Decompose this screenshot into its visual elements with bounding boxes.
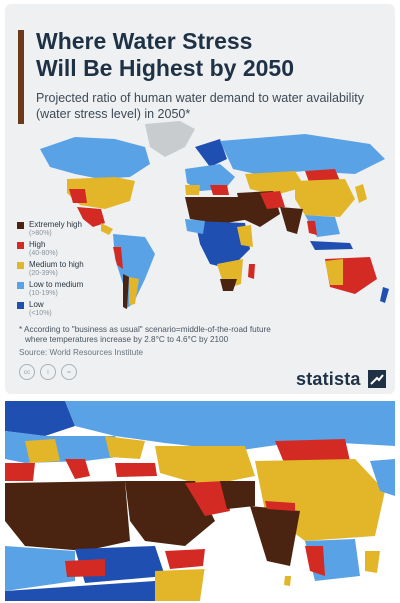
- crop-region-north-africa: [5, 481, 130, 551]
- legend-item-low: Low (<10%): [17, 300, 127, 320]
- crop-region-france: [25, 439, 60, 463]
- map-region-usa-sw: [69, 189, 87, 203]
- crop-region-thailand: [305, 546, 325, 576]
- map-region-argentina: [129, 277, 139, 305]
- legend-label: High: [29, 240, 46, 249]
- crop-region-philippines: [365, 551, 380, 573]
- map-region-iran: [260, 191, 285, 209]
- map-region-chile: [123, 274, 129, 309]
- person-icon[interactable]: i: [40, 364, 56, 380]
- legend-label: Extremely high: [29, 220, 82, 229]
- footnote-line-2: where temperatures increase by 2.8°C to …: [25, 335, 229, 344]
- footnote-line-1: * According to "business as usual" scena…: [19, 325, 271, 334]
- map-region-new-zealand: [380, 287, 389, 303]
- source-note: Source: World Resources Institute: [19, 348, 144, 357]
- legend-range: (40-80%): [29, 250, 58, 257]
- title-accent-bar: [18, 30, 24, 124]
- legend-range: (10-19%): [29, 290, 58, 297]
- title-line-1: Where Water Stress: [36, 28, 253, 54]
- footnote: * According to "business as usual" scena…: [19, 325, 319, 345]
- map-region-madagascar: [248, 264, 255, 279]
- map-region-east-africa: [237, 225, 253, 247]
- map-region-mexico: [77, 207, 105, 227]
- legend-swatch: [17, 282, 24, 289]
- map-region-australia-west: [325, 259, 343, 285]
- map-region-europe: [185, 164, 235, 191]
- map-region-italy-greece: [210, 185, 229, 195]
- title-line-2: Will Be Highest by 2050: [36, 55, 294, 81]
- subtitle: Projected ratio of human water demand to…: [36, 91, 364, 121]
- zoomed-map-crop: [5, 401, 395, 601]
- infographic-card: Where Water Stress Will Be Highest by 20…: [5, 4, 395, 394]
- map-region-china: [295, 179, 355, 217]
- crop-region-central-africa: [5, 581, 155, 601]
- map-region-central-asia: [245, 171, 305, 195]
- map-region-se-asia: [305, 215, 340, 237]
- equals-icon[interactable]: =: [61, 364, 77, 380]
- legend-label: Low: [29, 300, 44, 309]
- legend-range: (20-39%): [29, 270, 58, 277]
- world-map: [40, 121, 389, 309]
- brand-name[interactable]: statista: [296, 369, 361, 389]
- map-region-greenland: [145, 121, 195, 157]
- map-region-central-africa: [195, 221, 250, 269]
- crop-region-sri-lanka: [284, 576, 291, 586]
- crop-region-west-africa: [5, 546, 75, 591]
- crop-region-ocean: [200, 566, 305, 601]
- legend-item-extremely-high: Extremely high (>80%): [17, 220, 127, 240]
- legend-range: (<10%): [29, 310, 52, 317]
- crop-region-spain: [5, 463, 35, 481]
- crop-region-iran: [185, 481, 230, 516]
- crop-region-korea: [370, 459, 395, 496]
- crop-region-middle-east: [125, 481, 215, 546]
- legend-swatch: [17, 222, 24, 229]
- crop-region-afghanistan: [220, 481, 255, 509]
- legend-item-medium-to-high: Medium to high (20-39%): [17, 260, 127, 280]
- crop-region-horn-africa: [155, 569, 205, 601]
- legend-swatch: [17, 262, 24, 269]
- legend-label: Low to medium: [29, 280, 84, 289]
- map-region-indonesia: [310, 241, 353, 250]
- legend-range: (>80%): [29, 230, 52, 237]
- crop-region-scandinavia: [5, 401, 75, 436]
- legend-item-low-to-medium: Low to medium (10-19%): [17, 280, 127, 300]
- legend-item-high: High (40-80%): [17, 240, 127, 260]
- crop-region-russia: [65, 401, 395, 451]
- map-region-thailand: [307, 221, 317, 235]
- map-region-south-africa: [220, 279, 237, 291]
- map-region-russia: [220, 134, 385, 175]
- crop-region-ukraine: [105, 436, 145, 459]
- legend-swatch: [17, 302, 24, 309]
- map-region-japan: [355, 184, 367, 203]
- map-region-central-america: [101, 223, 113, 235]
- map-region-west-africa: [185, 219, 205, 234]
- crop-region-turkey: [115, 463, 157, 477]
- crop-region-italy: [65, 459, 90, 479]
- map-region-north-africa: [185, 197, 250, 224]
- map-region-spain: [185, 185, 200, 195]
- legend-swatch: [17, 242, 24, 249]
- cc-icon[interactable]: cc: [19, 364, 35, 380]
- map-region-peru: [113, 247, 123, 269]
- crop-region-yemen: [165, 549, 205, 569]
- legend: Extremely high (>80%) High (40-80%) Medi…: [17, 220, 127, 320]
- page-title: Where Water Stress Will Be Highest by 20…: [36, 28, 386, 82]
- crop-region-sahel-red: [65, 559, 105, 577]
- map-region-canada: [40, 137, 150, 179]
- crop-region-mongolia: [275, 439, 350, 465]
- statista-logo-icon: [368, 370, 386, 388]
- legend-label: Medium to high: [29, 260, 84, 269]
- crop-region-nepal: [265, 501, 295, 511]
- map-region-scandinavia: [195, 139, 227, 167]
- map-region-india: [280, 207, 303, 234]
- crop-region-india: [250, 506, 300, 566]
- crop-region-central-asia: [155, 446, 255, 486]
